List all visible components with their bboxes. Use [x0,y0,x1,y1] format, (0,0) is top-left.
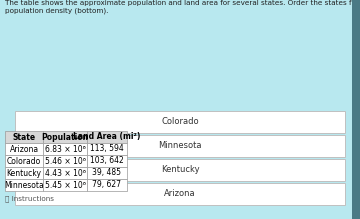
Text: Arizona: Arizona [164,189,196,198]
Text: 113, 594: 113, 594 [90,145,124,154]
Text: Land Area (mi²): Land Area (mi²) [73,132,141,141]
Text: Kentucky: Kentucky [161,166,199,175]
Bar [5,143,43,155]
Bar [5,155,43,167]
Text: The table shows the approximate population and land area for several states. Ord: The table shows the approximate populati… [5,0,360,7]
Bar [87,179,127,191]
Text: 103, 642: 103, 642 [90,157,124,166]
Text: ⓘ Instructions: ⓘ Instructions [5,195,54,202]
Bar [15,159,345,181]
Text: 39, 485: 39, 485 [93,168,122,178]
Text: Arizona: Arizona [9,145,39,154]
Bar [87,167,127,179]
Bar [87,143,127,155]
Bar [352,0,360,219]
Bar [43,155,87,167]
Bar [43,179,87,191]
Text: Minnesota: Minnesota [4,180,44,189]
Text: Kentucky: Kentucky [6,168,41,178]
Text: Population: Population [41,132,89,141]
Text: population density (bottom).: population density (bottom). [5,8,108,14]
Bar [5,131,43,143]
Text: 5.46 × 10⁶: 5.46 × 10⁶ [45,157,85,166]
Bar [43,167,87,179]
Text: State: State [13,132,36,141]
Text: Colorado: Colorado [7,157,41,166]
Bar [43,131,87,143]
Text: 5.45 × 10⁶: 5.45 × 10⁶ [45,180,85,189]
Bar [43,143,87,155]
Text: Colorado: Colorado [161,118,199,127]
Text: Minnesota: Minnesota [158,141,202,150]
Bar [15,183,345,205]
Bar [5,167,43,179]
Text: 4.43 × 10⁶: 4.43 × 10⁶ [45,168,85,178]
Text: 6.83 × 10⁶: 6.83 × 10⁶ [45,145,85,154]
Text: 79, 627: 79, 627 [93,180,122,189]
Bar [87,155,127,167]
Bar [15,135,345,157]
Bar [5,179,43,191]
Bar [15,111,345,133]
Bar [87,131,127,143]
